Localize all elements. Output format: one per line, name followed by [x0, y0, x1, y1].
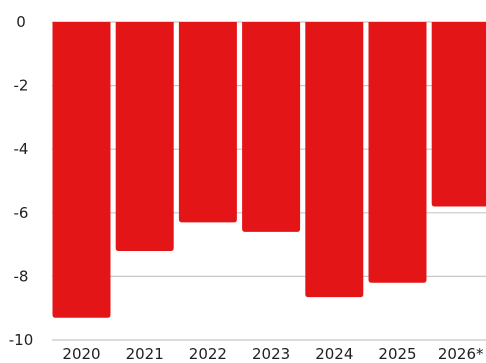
x-tick-label: 2020 [62, 345, 100, 363]
bar-2023 [242, 22, 301, 232]
bar-2026* [431, 22, 486, 207]
bar-2020 [52, 22, 111, 318]
x-axis-tick-labels: 2020 2021 2022 2023 2024 2025 2026* [62, 345, 484, 363]
bar-2022 [178, 22, 237, 223]
x-tick-label: 2025 [378, 345, 416, 363]
x-tick-label: 2026* [438, 345, 484, 363]
bar-2025 [368, 22, 427, 283]
x-tick-label: 2021 [126, 345, 164, 363]
x-tick-label: 2022 [189, 345, 227, 363]
y-tick-label: 0 [16, 13, 26, 31]
y-tick-label: -10 [9, 331, 34, 349]
bars [52, 22, 486, 318]
y-tick-label: -6 [14, 204, 29, 222]
y-tick-label: -2 [14, 77, 29, 95]
y-tick-label: -8 [14, 267, 29, 285]
bar-2024 [305, 22, 364, 298]
x-tick-label: 2023 [252, 345, 290, 363]
y-axis-tick-labels: 0 -2 -4 -6 -8 -10 [9, 13, 34, 349]
y-tick-label: -4 [14, 140, 29, 158]
x-tick-label: 2024 [315, 345, 353, 363]
bar-2021 [115, 22, 174, 251]
